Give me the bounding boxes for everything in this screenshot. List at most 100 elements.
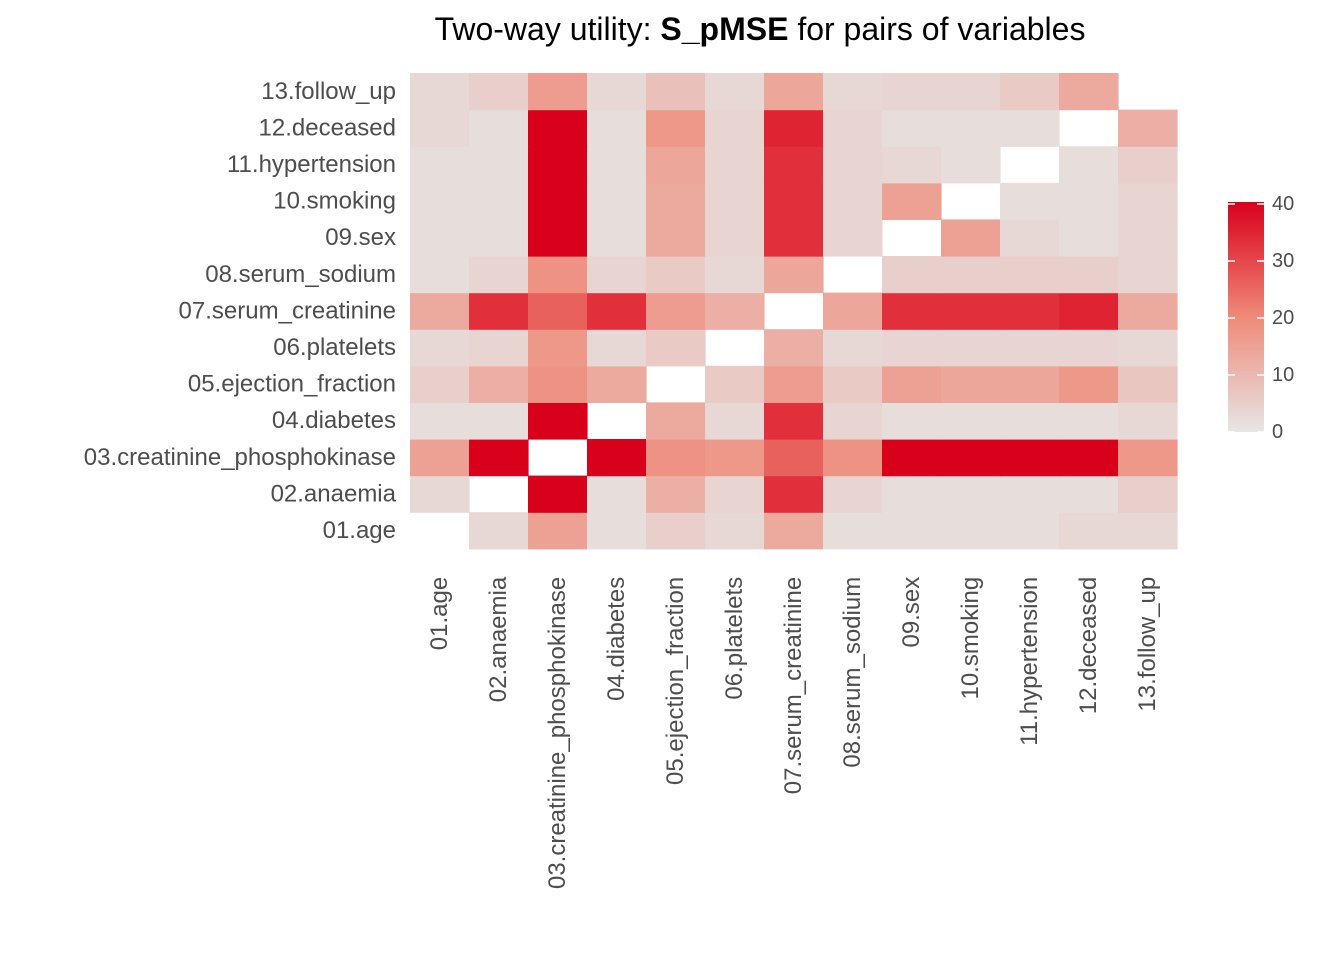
heatmap-cell — [1059, 182, 1119, 220]
y-tick-label: 03.creatinine_phosphokinase — [84, 444, 396, 471]
heatmap-cell — [882, 182, 942, 220]
y-tick-label: 02.anaemia — [271, 480, 397, 507]
heatmap-cell — [705, 219, 765, 257]
heatmap-cell — [705, 365, 765, 403]
legend-colorbar — [1228, 202, 1264, 432]
heatmap-cell — [469, 182, 529, 220]
heatmap-cell — [1118, 256, 1178, 294]
heatmap-cell — [823, 73, 883, 111]
heatmap-cell — [1059, 365, 1119, 403]
heatmap-cell — [410, 73, 470, 111]
heatmap-cell — [1118, 475, 1178, 513]
heatmap-cell — [705, 182, 765, 220]
heatmap-cell — [1059, 475, 1119, 513]
y-tick-label: 05.ejection_fraction — [188, 371, 396, 398]
x-tick-label: 05.ejection_fraction — [662, 577, 689, 785]
heatmap-cell — [528, 475, 588, 513]
heatmap-cell — [764, 439, 824, 477]
heatmap-cell — [823, 219, 883, 257]
heatmap-cell — [764, 146, 824, 184]
heatmap-cell — [528, 182, 588, 220]
x-tick-label: 12.deceased — [1075, 577, 1102, 714]
heatmap-cell — [705, 256, 765, 294]
heatmap-cell — [882, 292, 942, 330]
legend-tick-label: 10 — [1272, 364, 1294, 386]
heatmap-cell — [587, 329, 647, 367]
heatmap-cell — [823, 292, 883, 330]
heatmap-cell — [1118, 329, 1178, 367]
heatmap-cell — [410, 256, 470, 294]
heatmap-cell — [646, 146, 706, 184]
y-tick-label: 13.follow_up — [261, 78, 396, 105]
heatmap-cell — [1059, 439, 1119, 477]
heatmap-cell — [882, 512, 942, 550]
heatmap-cell — [823, 365, 883, 403]
heatmap-cell — [941, 146, 1001, 184]
heatmap-cell — [941, 292, 1001, 330]
heatmap-cell — [1118, 109, 1178, 147]
heatmap-cell — [528, 329, 588, 367]
heatmap-cell — [646, 402, 706, 440]
heatmap-cell — [587, 146, 647, 184]
heatmap-cell — [410, 182, 470, 220]
color-legend: 0 10 20 30 40 — [1228, 193, 1294, 443]
heatmap-cell — [764, 73, 824, 111]
legend-tick-label: 0 — [1272, 421, 1283, 443]
heatmap-cell — [469, 329, 529, 367]
heatmap-cell — [410, 329, 470, 367]
heatmap-cell — [410, 475, 470, 513]
heatmap-cell — [587, 512, 647, 550]
heatmap-cell — [410, 365, 470, 403]
y-tick-label: 09.sex — [325, 224, 396, 251]
heatmap-cell — [469, 439, 529, 477]
heatmap-cell — [587, 475, 647, 513]
heatmap-cell — [882, 109, 942, 147]
heatmap-cell — [1059, 292, 1119, 330]
legend-tick-label: 20 — [1272, 307, 1294, 329]
heatmap-cell — [646, 475, 706, 513]
legend-tick-label: 40 — [1272, 193, 1294, 215]
x-tick-label: 13.follow_up — [1134, 577, 1161, 712]
heatmap-cell — [528, 292, 588, 330]
heatmap-cell — [587, 439, 647, 477]
heatmap-cell — [528, 365, 588, 403]
heatmap-cell — [1000, 365, 1060, 403]
heatmap-cell — [1118, 146, 1178, 184]
heatmap-cell — [410, 292, 470, 330]
heatmap-cell — [882, 402, 942, 440]
heatmap-cell — [1000, 182, 1060, 220]
heatmap-cell — [528, 109, 588, 147]
heatmap-cell — [705, 109, 765, 147]
heatmap-cell — [764, 182, 824, 220]
heatmap-cell — [1000, 512, 1060, 550]
y-tick-label: 07.serum_creatinine — [179, 297, 396, 324]
heatmap-cell — [1118, 402, 1178, 440]
title-bold: S_pMSE — [660, 11, 788, 47]
title-prefix: Two-way utility: — [435, 11, 661, 47]
y-tick-label: 11.hypertension — [227, 151, 396, 178]
heatmap-cell — [410, 219, 470, 257]
heatmap-cell — [764, 512, 824, 550]
heatmap-cell — [764, 109, 824, 147]
heatmap-cell — [823, 439, 883, 477]
heatmap-cell — [1059, 146, 1119, 184]
heatmap-cell — [1118, 439, 1178, 477]
heatmap-cell — [941, 109, 1001, 147]
heatmap-cell — [1059, 402, 1119, 440]
heatmap-cell — [646, 219, 706, 257]
heatmap-cell — [469, 292, 529, 330]
heatmap-cell — [1118, 512, 1178, 550]
heatmap-cell — [823, 109, 883, 147]
heatmap-cell — [528, 146, 588, 184]
heatmap-cell — [528, 402, 588, 440]
heatmap-cell — [646, 109, 706, 147]
heatmap-cell — [764, 219, 824, 257]
heatmap-cell — [705, 512, 765, 550]
heatmap-cell — [1000, 219, 1060, 257]
heatmap-cell — [646, 256, 706, 294]
heatmap-cell — [823, 182, 883, 220]
x-tick-label: 08.serum_sodium — [839, 577, 866, 768]
heatmap-cell — [941, 256, 1001, 294]
y-tick-label: 12.deceased — [259, 114, 396, 141]
heatmap-cell — [1000, 439, 1060, 477]
